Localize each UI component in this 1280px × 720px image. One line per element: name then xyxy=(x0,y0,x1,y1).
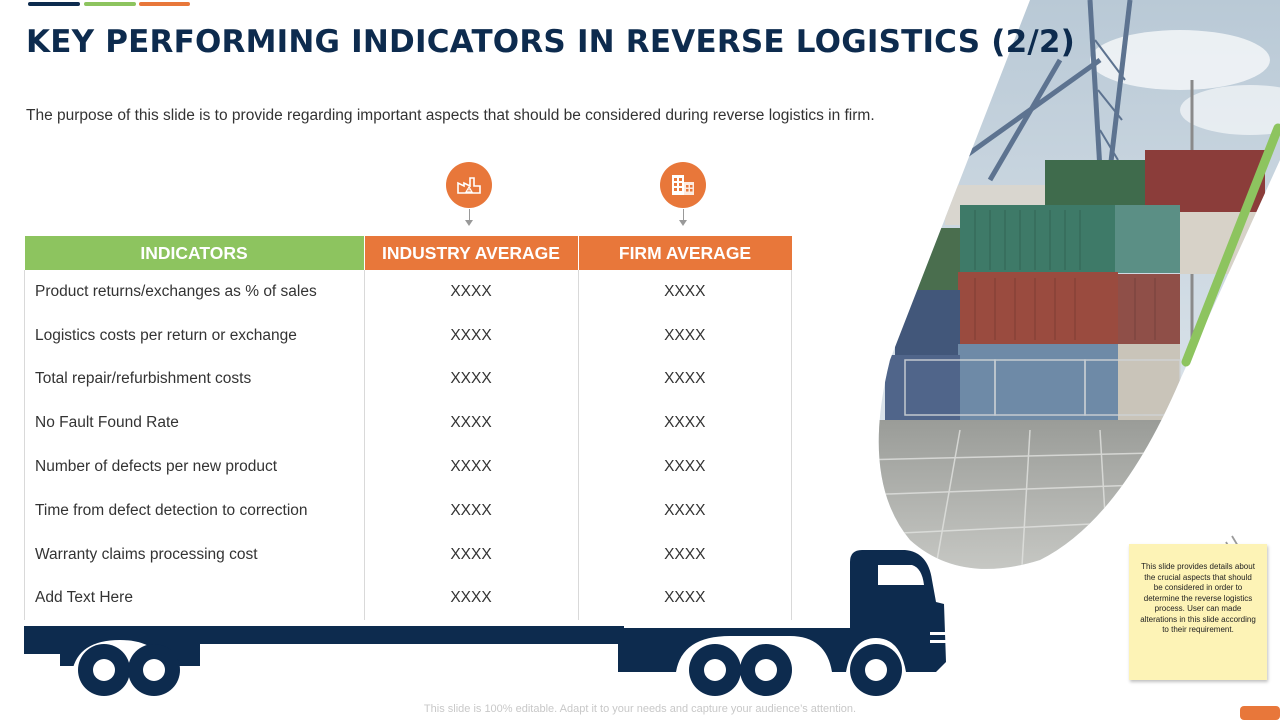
header-firm-average: FIRM AVERAGE xyxy=(577,236,792,270)
connector-line xyxy=(683,209,684,221)
footer-text: This slide is 100% editable. Adapt it to… xyxy=(423,703,857,715)
indicator-label: No Fault Found Rate xyxy=(24,401,364,446)
industry-average-value: XXXX xyxy=(363,532,578,577)
table-row: Warranty claims processing cost XXXX XXX… xyxy=(24,532,792,577)
indicator-label: Total repair/refurbishment costs xyxy=(24,357,364,402)
slide-title: KEY PERFORMING INDICATORS IN REVERSE LOG… xyxy=(26,24,1076,60)
industry-average-value: XXXX xyxy=(363,270,578,314)
industry-average-value: XXXX xyxy=(363,401,578,446)
firm-average-value: XXXX xyxy=(577,445,792,489)
industry-average-value: XXXX xyxy=(363,313,578,358)
firm-average-value: XXXX xyxy=(577,576,792,621)
firm-average-value: XXXX xyxy=(577,270,792,314)
industry-average-value: XXXX xyxy=(363,357,578,402)
table-row: Logistics costs per return or exchange X… xyxy=(24,313,792,358)
sticky-note: This slide provides details about the cr… xyxy=(1129,544,1267,680)
indicator-label: Logistics costs per return or exchange xyxy=(24,313,364,358)
connector-arrow xyxy=(465,220,473,226)
accent-bar-navy xyxy=(28,2,80,6)
office-building-icon xyxy=(660,162,706,208)
connector-arrow xyxy=(679,220,687,226)
table-row: Time from defect detection to correction… xyxy=(24,488,792,533)
accent-bar-orange xyxy=(139,2,190,6)
slide-subtitle: The purpose of this slide is to provide … xyxy=(26,107,875,124)
firm-average-value: XXXX xyxy=(577,313,792,358)
industry-average-value: XXXX xyxy=(363,445,578,489)
industry-average-value: XXXX xyxy=(363,576,578,621)
table-row: Add Text Here XXXX XXXX xyxy=(24,576,792,621)
accent-bar-green xyxy=(84,2,136,6)
industry-average-value: XXXX xyxy=(363,488,578,533)
indicator-label: Warranty claims processing cost xyxy=(24,532,364,577)
kpi-table: INDICATORS INDUSTRY AVERAGE FIRM AVERAGE… xyxy=(24,236,792,621)
table-header-row: INDICATORS INDUSTRY AVERAGE FIRM AVERAGE xyxy=(24,236,792,270)
firm-average-value: XXXX xyxy=(577,532,792,577)
sticky-note-text: This slide provides details about the cr… xyxy=(1140,562,1256,634)
header-indicators: INDICATORS xyxy=(24,236,364,270)
firm-average-value: XXXX xyxy=(577,401,792,446)
table-row: Product returns/exchanges as % of sales … xyxy=(24,270,792,314)
firm-average-value: XXXX xyxy=(577,357,792,402)
indicator-label: Number of defects per new product xyxy=(24,445,364,489)
table-row: Total repair/refurbishment costs XXXX XX… xyxy=(24,357,792,402)
connector-line xyxy=(469,209,470,221)
indicator-label: Product returns/exchanges as % of sales xyxy=(24,270,364,314)
firm-average-value: XXXX xyxy=(577,488,792,533)
factory-icon xyxy=(446,162,492,208)
indicator-label: Time from defect detection to correction xyxy=(24,488,364,533)
table-row: Number of defects per new product XXXX X… xyxy=(24,445,792,489)
indicator-label: Add Text Here xyxy=(24,576,364,621)
header-industry-average: INDUSTRY AVERAGE xyxy=(363,236,578,270)
table-row: No Fault Found Rate XXXX XXXX xyxy=(24,401,792,446)
